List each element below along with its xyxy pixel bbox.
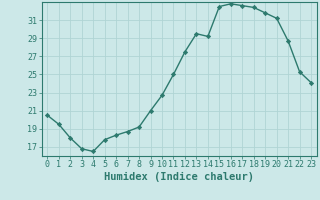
X-axis label: Humidex (Indice chaleur): Humidex (Indice chaleur) [104,172,254,182]
